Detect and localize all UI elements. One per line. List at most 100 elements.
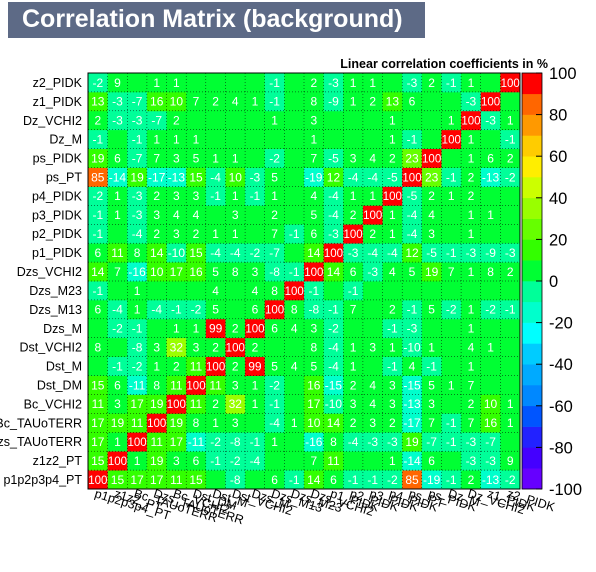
cell-value-label: 1 bbox=[468, 132, 475, 146]
heatmap-cell bbox=[166, 432, 187, 452]
cell-value-label: 3 bbox=[389, 378, 396, 392]
heatmap-cell bbox=[382, 205, 403, 225]
y-tick-label: ps_PIDK bbox=[33, 152, 83, 166]
cell-value-label: -3 bbox=[112, 95, 123, 109]
heatmap-cell bbox=[362, 318, 383, 339]
heatmap-cell bbox=[343, 299, 364, 320]
cell-value-label: -7 bbox=[132, 95, 143, 109]
cell-value-label: 13 bbox=[386, 95, 400, 109]
y-tick-label: z2_PIDK bbox=[33, 76, 83, 90]
cell-value-label: 19 bbox=[130, 170, 144, 184]
heatmap-cell bbox=[88, 205, 109, 225]
heatmap-cell bbox=[88, 224, 109, 244]
heatmap-cell bbox=[264, 262, 285, 282]
heatmap-cell bbox=[382, 413, 403, 433]
heatmap-cell bbox=[402, 281, 423, 301]
heatmap-cell bbox=[88, 281, 109, 301]
heatmap-cell bbox=[107, 205, 128, 225]
heatmap-cell bbox=[480, 167, 501, 187]
heatmap-cell bbox=[402, 375, 423, 395]
heatmap-cell bbox=[205, 186, 226, 206]
heatmap-cell bbox=[166, 205, 187, 225]
heatmap-cell bbox=[421, 205, 442, 225]
heatmap-cell bbox=[284, 110, 305, 131]
heatmap-cell bbox=[304, 129, 325, 150]
heatmap-cell bbox=[127, 186, 148, 206]
heatmap-cell bbox=[264, 224, 285, 244]
heatmap-cell bbox=[421, 110, 442, 131]
cell-value-label: -15 bbox=[325, 378, 343, 392]
cell-value-label: 99 bbox=[248, 359, 262, 373]
heatmap-cell bbox=[480, 243, 501, 263]
cell-value-label: 11 bbox=[92, 397, 105, 411]
cell-value-label: 7 bbox=[271, 227, 278, 241]
cell-value-label: -17 bbox=[148, 170, 166, 184]
heatmap-cell bbox=[88, 470, 109, 490]
cell-value-label: 2 bbox=[507, 151, 514, 165]
heatmap-cell bbox=[166, 186, 187, 206]
cell-value-label: 1 bbox=[193, 132, 200, 146]
cell-value-label: 2 bbox=[350, 208, 357, 222]
cell-value-label: 1 bbox=[252, 95, 259, 109]
cell-value-label: -5 bbox=[426, 246, 437, 260]
heatmap-cell bbox=[205, 224, 226, 244]
heatmap-cell bbox=[402, 167, 423, 187]
heatmap-cell bbox=[304, 73, 325, 93]
cell-value-label: 2 bbox=[468, 170, 475, 184]
heatmap-cell bbox=[127, 129, 148, 150]
heatmap-cell bbox=[146, 375, 167, 395]
heatmap-cell bbox=[107, 148, 128, 168]
heatmap-cell bbox=[245, 110, 266, 131]
heatmap-cell bbox=[421, 148, 442, 168]
y-tick-label: p1_PIDK bbox=[32, 246, 83, 260]
heatmap-cell bbox=[225, 110, 246, 131]
cell-value-label: -3 bbox=[328, 227, 339, 241]
cell-value-label: 5 bbox=[212, 265, 219, 279]
heatmap-cell bbox=[186, 451, 207, 471]
cell-value-label: 2 bbox=[369, 95, 376, 109]
heatmap-cell bbox=[480, 356, 501, 376]
cell-value-label: -2 bbox=[250, 246, 261, 260]
cell-value-label: -4 bbox=[348, 435, 359, 449]
heatmap-cell bbox=[402, 432, 423, 452]
heatmap-cell bbox=[146, 205, 167, 225]
cell-value-label: -3 bbox=[250, 170, 261, 184]
heatmap-cell bbox=[441, 470, 462, 490]
heatmap-cell bbox=[480, 91, 501, 112]
heatmap-cell bbox=[146, 91, 167, 112]
cell-value-label: -1 bbox=[348, 284, 359, 298]
heatmap-cell bbox=[146, 318, 167, 339]
heatmap-cell bbox=[107, 129, 128, 150]
heatmap-cell bbox=[461, 262, 482, 282]
heatmap-cell bbox=[480, 451, 501, 471]
heatmap-cell bbox=[323, 281, 344, 301]
heatmap-cell bbox=[304, 375, 325, 395]
color-scale-band bbox=[522, 135, 542, 157]
heatmap-cell bbox=[284, 129, 305, 150]
heatmap-cell bbox=[225, 224, 246, 244]
cell-value-label: 14 bbox=[91, 265, 105, 279]
cell-value-label: -1 bbox=[250, 189, 261, 203]
heatmap-cell bbox=[186, 73, 207, 93]
heatmap-cell bbox=[166, 243, 187, 263]
heatmap-cell bbox=[343, 167, 364, 187]
heatmap-cell bbox=[166, 110, 187, 131]
cell-value-label: -2 bbox=[92, 76, 103, 90]
cell-value-label: -3 bbox=[485, 114, 496, 128]
heatmap-cell bbox=[284, 148, 305, 168]
heatmap-cell bbox=[441, 281, 462, 301]
heatmap-cell bbox=[146, 281, 167, 301]
cell-value-label: 100 bbox=[442, 134, 461, 146]
cell-value-label: -4 bbox=[151, 303, 162, 317]
y-tick-label: Dz_VCHI2 bbox=[23, 114, 82, 128]
heatmap-cell bbox=[166, 148, 187, 168]
heatmap-cell bbox=[480, 432, 501, 452]
cell-value-label: 10 bbox=[170, 95, 184, 109]
heatmap-cell bbox=[225, 91, 246, 112]
heatmap-cell bbox=[421, 375, 442, 395]
cell-value-label: -8 bbox=[308, 303, 319, 317]
heatmap-cell bbox=[323, 186, 344, 206]
cell-value-label: 2 bbox=[212, 340, 219, 354]
heatmap-cell bbox=[146, 110, 167, 131]
heatmap-cell bbox=[461, 205, 482, 225]
